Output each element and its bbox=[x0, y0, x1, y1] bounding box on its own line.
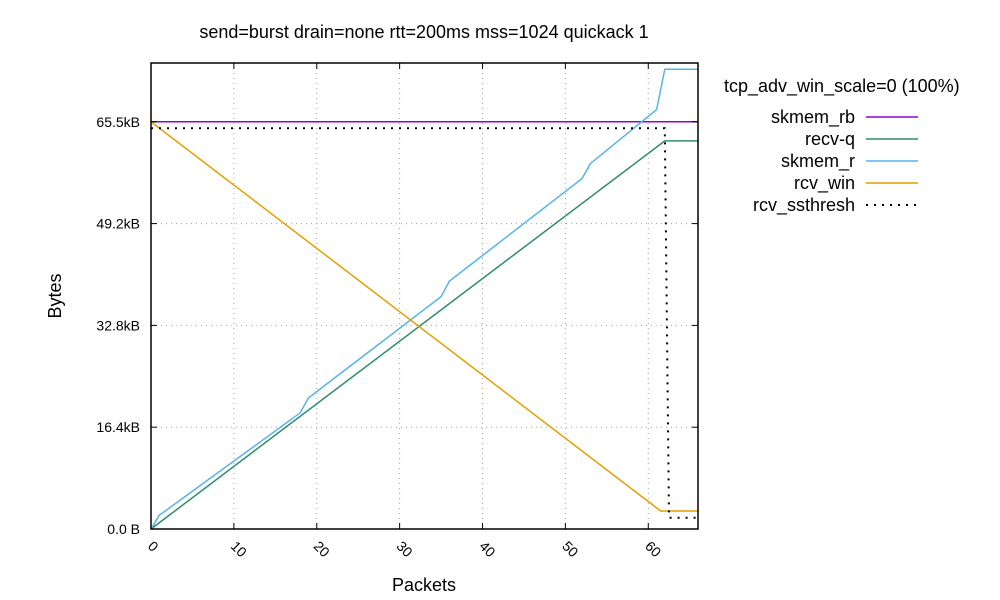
series-recv-q-line bbox=[150, 140, 698, 530]
legend-label: skmem_r bbox=[781, 151, 855, 172]
y-axis-label: Bytes bbox=[45, 273, 65, 318]
y-axis-ticks: 0.0 B 16.4kB 32.8kB 49.2kB 65.5kB bbox=[96, 114, 698, 537]
y-tick-label: 32.8kB bbox=[96, 317, 140, 333]
x-axis-ticks: 0 10 20 30 40 50 60 bbox=[145, 63, 665, 560]
x-tick-label: 20 bbox=[311, 538, 333, 560]
x-tick-label: 40 bbox=[476, 538, 498, 560]
x-axis-label: Packets bbox=[392, 575, 456, 595]
x-tick-label: 50 bbox=[559, 538, 581, 560]
y-tick-label: 65.5kB bbox=[96, 114, 140, 130]
y-tick-label: 16.4kB bbox=[96, 419, 140, 435]
series-rcv_win-line bbox=[150, 121, 698, 512]
series-skmem_r-line bbox=[150, 68, 698, 530]
y-tick-label: 0.0 B bbox=[107, 521, 140, 537]
x-tick-label: 60 bbox=[642, 538, 664, 560]
plot-series bbox=[150, 68, 698, 530]
legend-label: rcv_ssthresh bbox=[753, 195, 855, 216]
series-rcv_ssthresh-line bbox=[151, 127, 698, 519]
x-tick-label: 30 bbox=[394, 538, 416, 560]
legend-title: tcp_adv_win_scale=0 (100%) bbox=[724, 76, 960, 97]
legend-label: recv-q bbox=[805, 129, 855, 149]
x-tick-label: 10 bbox=[228, 538, 250, 560]
y-tick-label: 49.2kB bbox=[96, 216, 140, 232]
grid bbox=[151, 63, 698, 529]
chart-title: send=burst drain=none rtt=200ms mss=1024… bbox=[199, 22, 648, 42]
legend-label: skmem_rb bbox=[771, 107, 855, 128]
plot-frame bbox=[150, 62, 699, 530]
legend-label: rcv_win bbox=[794, 173, 855, 194]
x-tick-label: 0 bbox=[145, 538, 162, 555]
